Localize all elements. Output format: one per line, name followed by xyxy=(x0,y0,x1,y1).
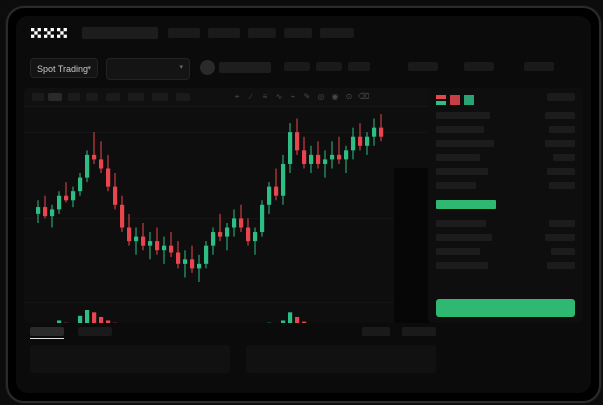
order-book-row-amount xyxy=(547,262,575,269)
pair-selector[interactable]: ▾ xyxy=(106,58,190,80)
trash-icon[interactable]: ⌫ xyxy=(358,92,370,101)
book-asks-icon[interactable] xyxy=(450,92,460,105)
brush-icon[interactable]: ✎ xyxy=(303,92,311,101)
orders-list-right[interactable] xyxy=(246,345,436,373)
order-book-row-amount xyxy=(547,168,575,175)
nav-item-2[interactable] xyxy=(208,28,240,38)
market-type-select[interactable]: Spot Trading ▾ xyxy=(30,58,98,78)
chart-interval-6[interactable] xyxy=(128,93,144,101)
chart-interval-5[interactable] xyxy=(106,93,120,101)
volume-series xyxy=(57,310,307,323)
order-book-row-amount xyxy=(549,220,575,227)
okx-logo-icon[interactable] xyxy=(30,26,74,40)
chart-toolbar: ⌖ ∕ ≡ ∿ ⌁ ✎ ◎ ◉ ⊙ ⌫ xyxy=(24,88,436,107)
order-book-highlighted-price[interactable] xyxy=(436,200,496,209)
search-input[interactable] xyxy=(82,27,158,39)
horizontal-line-icon[interactable]: ≡ xyxy=(262,92,268,101)
stat-volume-quote xyxy=(524,62,554,71)
order-book-row[interactable] xyxy=(436,112,490,119)
order-book-row-amount xyxy=(545,234,575,241)
chart-interval-8[interactable] xyxy=(176,93,190,101)
chart-interval-3[interactable] xyxy=(68,93,80,101)
chevron-down-icon: ▾ xyxy=(179,64,183,71)
price-chart-panel: ⌖ ∕ ≡ ∿ ⌁ ✎ ◎ ◉ ⊙ ⌫ xyxy=(24,88,436,323)
bottom-tab-2[interactable] xyxy=(78,327,112,336)
chart-interval-2[interactable] xyxy=(48,93,62,101)
app-screen: Spot Trading ▾ ▾ xyxy=(16,16,591,393)
orders-tabs xyxy=(24,327,436,339)
submit-order-button[interactable] xyxy=(436,299,575,317)
chart-interval-4[interactable] xyxy=(86,93,98,101)
bottom-right-tab-2[interactable] xyxy=(402,327,436,336)
order-book-row[interactable] xyxy=(436,126,484,133)
wave-icon[interactable]: ∿ xyxy=(275,92,283,101)
bottom-tab-1[interactable] xyxy=(30,327,64,339)
pair-name-label xyxy=(219,62,271,73)
lock-icon[interactable]: ⊙ xyxy=(345,92,353,101)
order-book-row[interactable] xyxy=(436,220,486,227)
order-book-row-amount xyxy=(545,140,575,147)
nav-item-3[interactable] xyxy=(248,28,276,38)
stat-low xyxy=(408,62,438,71)
stat-change xyxy=(316,62,342,71)
magnet-icon[interactable]: ◎ xyxy=(317,92,325,101)
stat-last-price xyxy=(284,62,310,71)
market-type-label: Spot Trading xyxy=(37,64,89,74)
trendline-icon[interactable]: ∕ xyxy=(250,92,252,101)
order-book-row[interactable] xyxy=(436,248,480,255)
order-book-row[interactable] xyxy=(436,154,480,161)
order-book-row-amount xyxy=(545,112,575,119)
cursor-icon[interactable]: ⌖ xyxy=(234,92,240,101)
nav-item-4[interactable] xyxy=(284,28,312,38)
order-book-row-amount xyxy=(553,154,575,161)
stat-high xyxy=(348,62,370,71)
coin-avatar xyxy=(200,60,215,75)
order-book-row-amount xyxy=(549,126,575,133)
nav-item-1[interactable] xyxy=(168,28,200,38)
orders-list-left[interactable] xyxy=(30,345,230,373)
chart-interval-7[interactable] xyxy=(152,93,168,101)
order-book-row-amount xyxy=(549,182,575,189)
fib-icon[interactable]: ⌁ xyxy=(290,92,296,101)
stat-volume-base xyxy=(464,62,494,71)
chevron-down-icon: ▾ xyxy=(87,65,91,72)
order-book-row[interactable] xyxy=(436,168,488,175)
decimals-select[interactable] xyxy=(547,93,575,101)
tablet-device-frame: Spot Trading ▾ ▾ xyxy=(6,6,601,403)
order-book-row[interactable] xyxy=(436,262,488,269)
candlestick-series xyxy=(36,114,384,282)
order-book-row[interactable] xyxy=(436,182,476,189)
candlestick-chart[interactable] xyxy=(24,106,436,323)
orders-panel xyxy=(24,327,583,387)
eye-icon[interactable]: ◉ xyxy=(331,92,339,101)
book-bids-icon[interactable] xyxy=(464,92,474,105)
book-both-icon[interactable] xyxy=(436,92,446,105)
order-book-header xyxy=(428,88,583,106)
bottom-right-tab-1[interactable] xyxy=(362,327,390,336)
market-toolbar: Spot Trading ▾ ▾ xyxy=(16,50,591,86)
order-book-panel: Buy Sell xyxy=(428,88,583,323)
top-navigation-bar xyxy=(16,16,591,50)
order-book-row-amount xyxy=(551,248,575,255)
chart-interval-1[interactable] xyxy=(32,93,44,101)
order-book-row[interactable] xyxy=(436,234,492,241)
order-book-row[interactable] xyxy=(436,140,494,147)
nav-item-5[interactable] xyxy=(320,28,354,38)
